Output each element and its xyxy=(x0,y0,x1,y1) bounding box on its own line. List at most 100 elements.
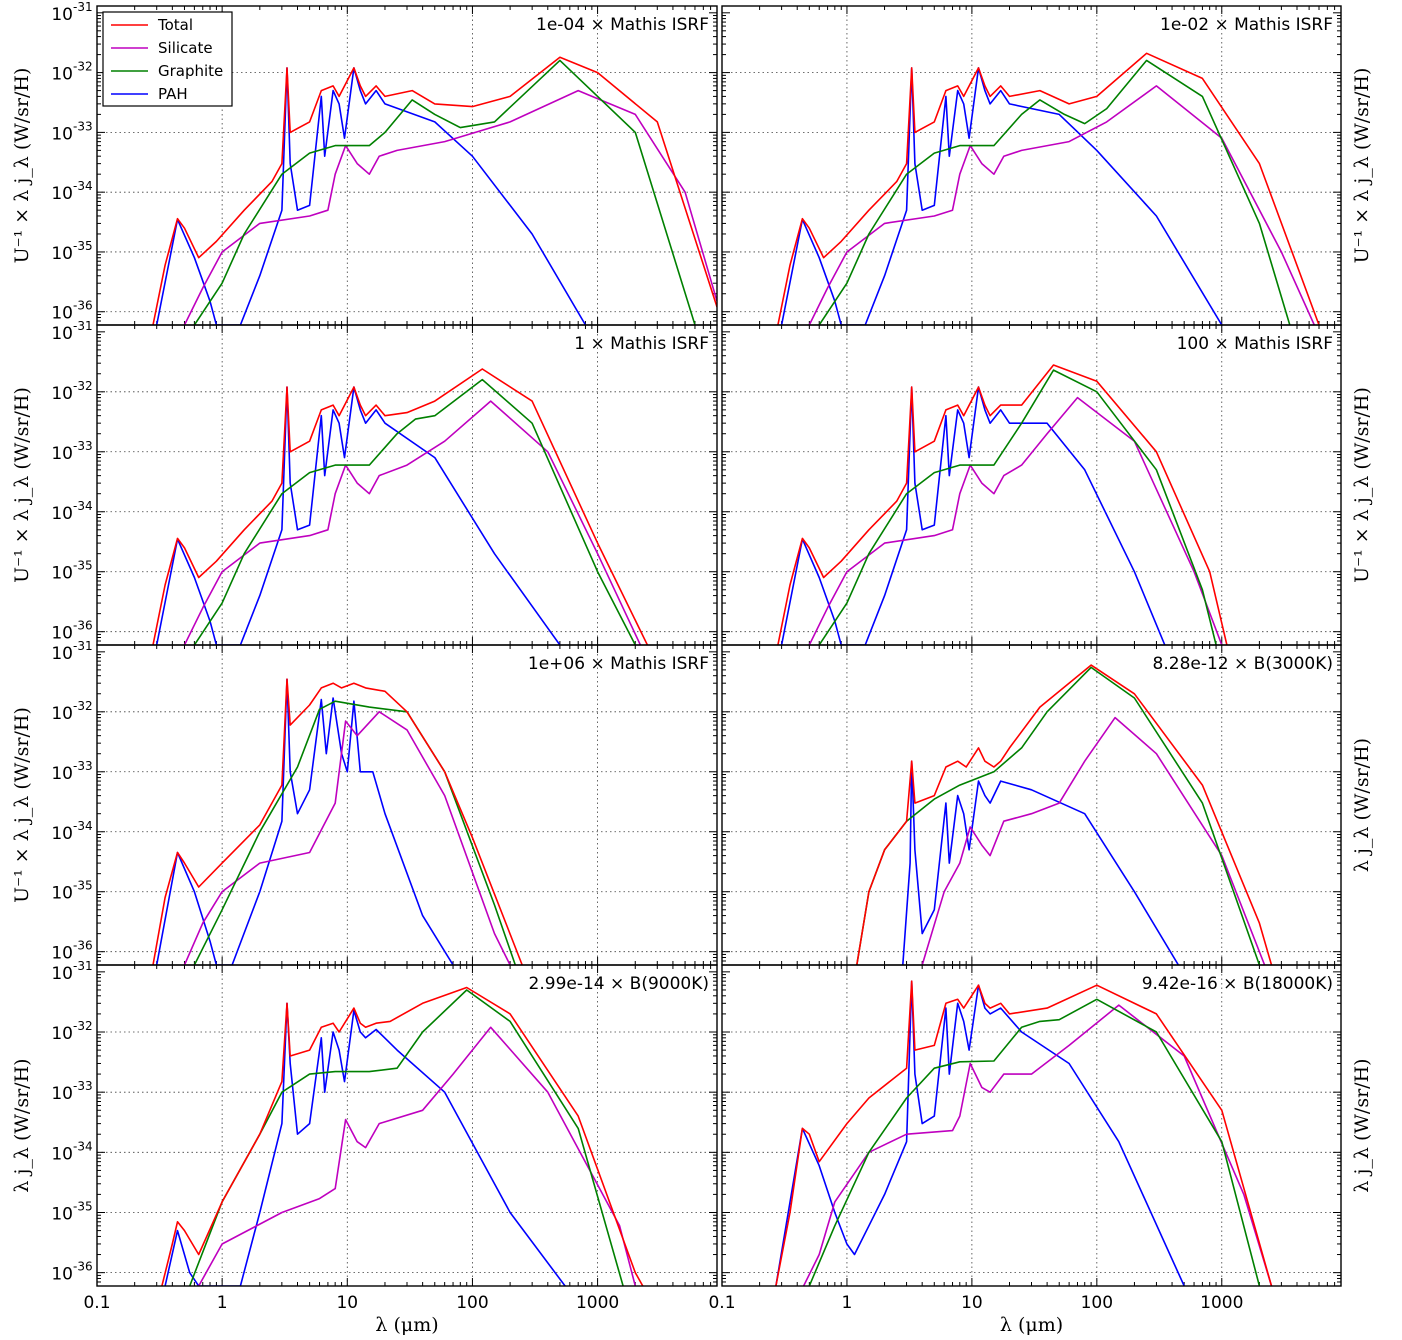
y-tick-label: 10 xyxy=(51,964,73,984)
ticks xyxy=(721,6,1342,326)
legend-label: Silicate xyxy=(158,39,213,57)
series-group xyxy=(152,678,523,965)
y-tick-exponent: -36 xyxy=(73,299,93,313)
panel-frame xyxy=(721,324,1342,646)
x-tick-label: 1000 xyxy=(576,1293,619,1313)
panel-label: 9.42e-16 × B(18000K) xyxy=(1142,974,1333,994)
series-line-silicate xyxy=(808,396,1223,645)
y-tick-exponent: -34 xyxy=(73,819,93,833)
y-tick-exponent: -32 xyxy=(73,699,93,713)
grid xyxy=(97,965,717,1286)
y-tick-label: 10 xyxy=(51,704,73,724)
series-line-graphite xyxy=(818,59,1291,325)
panel-6: 8.28e-12 × B(3000K) λ j_λ (W/sr/H) xyxy=(721,644,1373,966)
ticks xyxy=(721,325,1342,646)
ticks xyxy=(96,645,718,966)
panel-label: 100 × Mathis ISRF xyxy=(1177,334,1333,354)
x-tick-label: 100 xyxy=(1081,1293,1113,1313)
series-group xyxy=(152,56,717,325)
series-line-silicate xyxy=(808,85,1316,325)
y-tick-exponent: -36 xyxy=(73,939,93,953)
panel-label: 1e-04 × Mathis ISRF xyxy=(536,15,709,35)
y-tick-exponent: -33 xyxy=(73,1079,93,1093)
series-line-silicate xyxy=(183,89,717,325)
y-tick-exponent: -33 xyxy=(73,759,93,773)
y-tick-exponent: -32 xyxy=(73,60,93,74)
panel-frame xyxy=(96,644,718,966)
y-tick-label: 10 xyxy=(51,65,73,85)
panel-label: 2.99e-14 × B(9000K) xyxy=(529,974,709,994)
series-line-graphite xyxy=(808,998,1261,1286)
grid xyxy=(722,965,1341,1286)
series-line-pah xyxy=(902,760,1180,965)
series-line-silicate xyxy=(921,716,1266,965)
y-tick-label: 10 xyxy=(51,624,73,644)
x-tick-label: 0.1 xyxy=(708,1293,735,1313)
y-axis-label: U⁻¹ × λ j_λ (W/sr/H) xyxy=(1351,68,1373,264)
series-line-pah xyxy=(155,67,587,325)
panel-8: 9.42e-16 × B(18000K) 0.1 1 10 100 1000 λ (μm) λ… xyxy=(708,964,1373,1336)
series-line-silicate xyxy=(183,400,642,645)
series-line-silicate xyxy=(802,1004,1273,1286)
y-tick-exponent: -32 xyxy=(73,379,93,393)
legend-label: Graphite xyxy=(158,62,223,80)
y-tick-exponent: -34 xyxy=(73,1139,93,1153)
series-line-total xyxy=(777,364,1228,645)
y-axis-label: U⁻¹ × λ j_λ (W/sr/H) xyxy=(11,68,33,264)
panel-frame xyxy=(721,5,1342,326)
y-tick-label: 10 xyxy=(51,1265,73,1285)
panel-frame xyxy=(721,964,1342,1287)
x-tick-label: 1000 xyxy=(1200,1293,1243,1313)
series-line-graphite xyxy=(193,378,637,645)
series-line-silicate xyxy=(198,1026,637,1286)
x-tick-label: 1 xyxy=(217,1293,228,1313)
grid xyxy=(722,645,1341,965)
y-axis-label: λ j_λ (W/sr/H) xyxy=(11,1058,33,1192)
panel-3: 1 × Mathis ISRF10-3110-3210-3310-3410-35… xyxy=(11,319,718,646)
grid xyxy=(722,6,1341,325)
y-tick-label: 10 xyxy=(51,324,73,344)
y-tick-label: 10 xyxy=(51,504,73,524)
series-line-graphite xyxy=(818,369,1217,645)
ticks xyxy=(721,645,1342,966)
y-tick-label: 10 xyxy=(51,884,73,904)
x-tick-label: 1 xyxy=(842,1293,853,1313)
ticks xyxy=(721,965,1342,1287)
legend-label: PAH xyxy=(158,85,188,103)
y-tick-exponent: -33 xyxy=(73,439,93,453)
y-tick-label: 10 xyxy=(51,184,73,204)
panel-frame xyxy=(721,644,1342,966)
y-tick-exponent: -31 xyxy=(73,639,93,653)
y-tick-label: 10 xyxy=(51,1084,73,1104)
series-line-pah xyxy=(780,386,1166,645)
series-line-pah xyxy=(780,67,1223,325)
x-tick-label: 0.1 xyxy=(83,1293,110,1313)
series-line-pah xyxy=(155,678,454,965)
y-tick-exponent: -36 xyxy=(73,619,93,633)
ticks xyxy=(96,965,718,1287)
series-line-total xyxy=(777,52,1320,325)
series-line-pah xyxy=(155,386,561,645)
x-tick-label: 10 xyxy=(336,1293,358,1313)
series-line-pah xyxy=(775,980,1185,1286)
y-axis-label: U⁻¹ × λ j_λ (W/sr/H) xyxy=(11,387,33,583)
panel-label: 1e-02 × Mathis ISRF xyxy=(1160,15,1333,35)
y-tick-exponent: -35 xyxy=(73,1199,93,1213)
y-tick-label: 10 xyxy=(51,944,73,964)
panel-frame xyxy=(96,964,718,1287)
series-line-total xyxy=(152,56,717,325)
grid xyxy=(722,325,1341,645)
series-group xyxy=(856,664,1273,965)
y-tick-label: 10 xyxy=(51,824,73,844)
y-tick-exponent: -31 xyxy=(73,319,93,333)
series-line-pah xyxy=(164,1002,566,1286)
series-line-total xyxy=(775,980,1273,1286)
grid xyxy=(97,645,717,965)
panel-label: 1 × Mathis ISRF xyxy=(574,334,709,354)
grid xyxy=(97,325,717,645)
panel-label: 8.28e-12 × B(3000K) xyxy=(1153,654,1333,674)
y-tick-exponent: -35 xyxy=(73,879,93,893)
y-tick-exponent: -33 xyxy=(73,119,93,133)
y-tick-exponent: -31 xyxy=(73,0,93,14)
